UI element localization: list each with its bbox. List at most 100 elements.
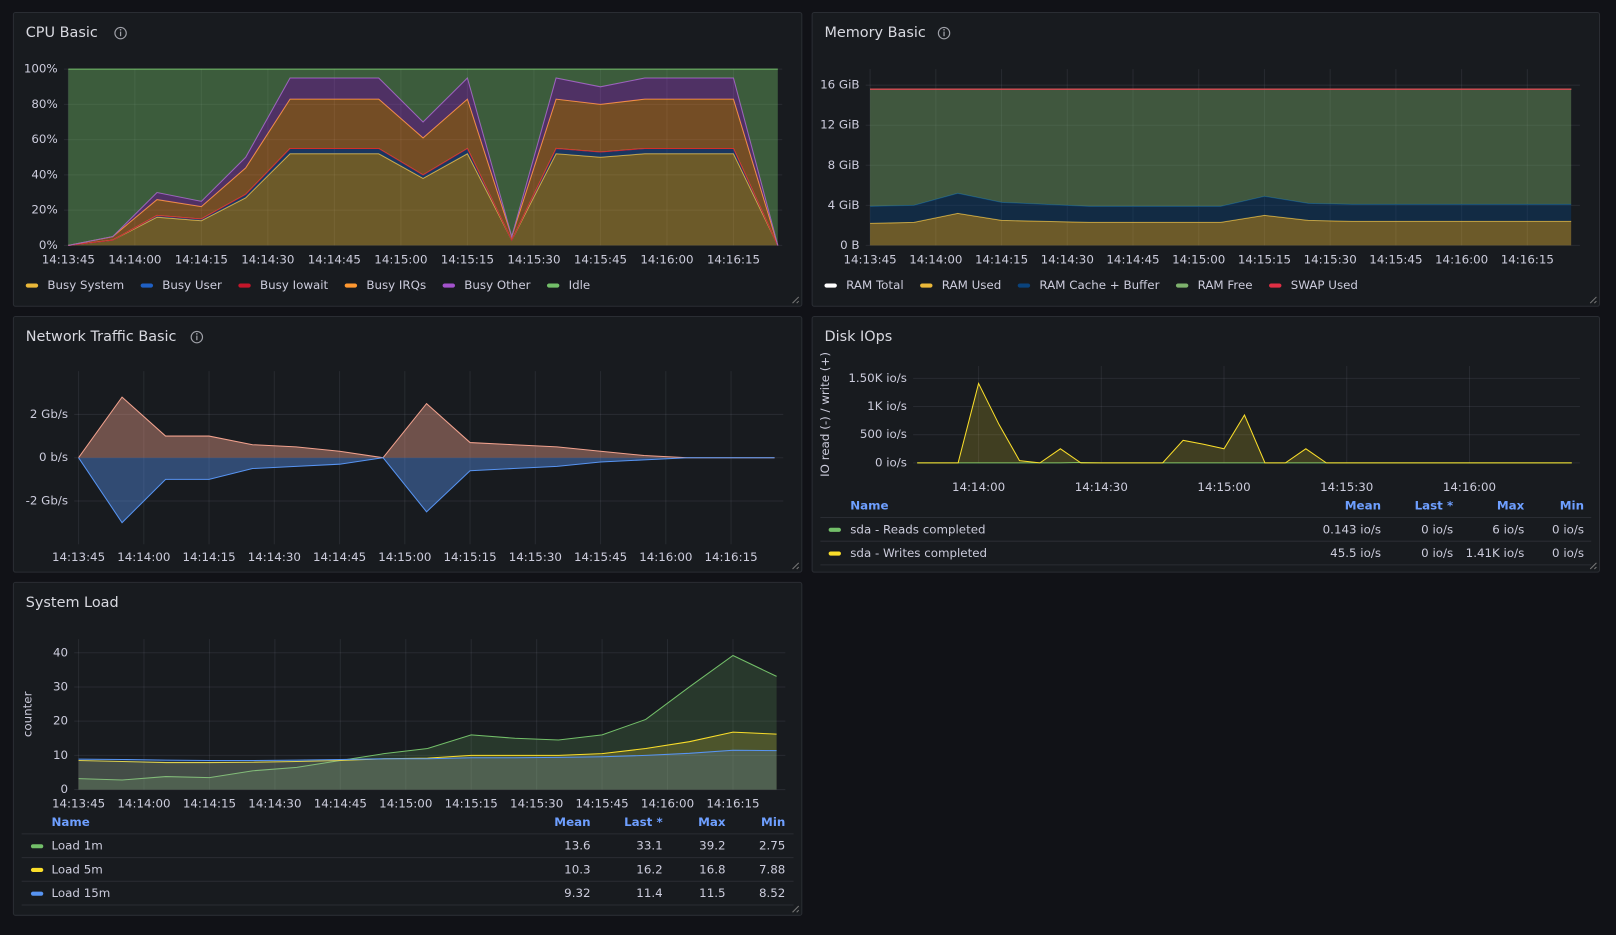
- legend-label[interactable]: RAM Free: [1198, 278, 1253, 292]
- legend-swatch[interactable]: [828, 527, 841, 532]
- legend-swatch[interactable]: [30, 867, 44, 873]
- table-header[interactable]: Max: [1497, 499, 1525, 513]
- area-fill: [68, 99, 778, 246]
- legend-label[interactable]: RAM Total: [846, 278, 904, 292]
- x-tick-label: 14:14:15: [175, 252, 228, 266]
- x-tick-label: 14:14:30: [241, 252, 294, 266]
- table-cell: 16.8: [699, 862, 725, 876]
- table-cell: 1.41K io/s: [1466, 546, 1525, 560]
- y-tick-label: 16 GiB: [820, 78, 859, 92]
- table-header[interactable]: Mean: [554, 815, 590, 829]
- legend-label[interactable]: sda - Reads completed: [850, 522, 985, 536]
- legend-swatch[interactable]: [344, 283, 358, 288]
- info-icon-dot: [196, 333, 198, 335]
- series-line: [917, 381, 1572, 464]
- x-tick-label: 14:15:15: [443, 550, 496, 564]
- legend-swatch[interactable]: [442, 283, 455, 288]
- table-header[interactable]: Min: [1560, 499, 1584, 513]
- table-header[interactable]: Name: [52, 815, 90, 829]
- info-icon[interactable]: [114, 26, 127, 40]
- legend-swatch[interactable]: [25, 283, 39, 288]
- x-tick-label: 14:16:15: [707, 252, 760, 266]
- legend-swatch[interactable]: [824, 283, 837, 288]
- resize-handle[interactable]: [792, 296, 800, 304]
- y-tick-label: 2 Gb/s: [30, 407, 68, 421]
- info-icon-dot: [943, 28, 945, 31]
- x-tick-label: 14:15:30: [509, 550, 562, 564]
- info-icon[interactable]: [937, 26, 951, 40]
- legend-label[interactable]: Busy Other: [464, 278, 530, 292]
- series-line: [78, 731, 777, 764]
- legend-swatch[interactable]: [546, 283, 560, 288]
- table-cell: 10.3: [564, 862, 590, 876]
- table-header[interactable]: Max: [698, 815, 726, 829]
- table-cell: 33.1: [636, 839, 662, 853]
- resize-handle[interactable]: [1589, 562, 1597, 570]
- legend-label[interactable]: Busy IRQs: [366, 278, 426, 292]
- panel-title: System Load: [26, 595, 119, 611]
- legend-label[interactable]: Load 1m: [52, 839, 103, 853]
- legend-label[interactable]: SWAP Used: [1291, 278, 1358, 292]
- legend-label[interactable]: RAM Used: [942, 278, 1001, 292]
- legend-label[interactable]: Load 5m: [52, 862, 103, 876]
- legend-swatch[interactable]: [30, 891, 44, 896]
- area-fill: [78, 655, 777, 790]
- y-tick-label: 1.50K io/s: [848, 371, 907, 385]
- legend-label[interactable]: Busy System: [47, 278, 124, 292]
- x-tick-label: 14:14:00: [952, 480, 1005, 494]
- info-icon[interactable]: [190, 330, 204, 344]
- resize-handle[interactable]: [1589, 296, 1597, 304]
- x-tick-label: 14:14:30: [248, 550, 301, 564]
- x-tick-label: 14:14:00: [909, 252, 962, 266]
- legend-swatch[interactable]: [140, 283, 154, 288]
- x-tick-label: 14:16:00: [641, 796, 694, 810]
- legend-swatch[interactable]: [1017, 283, 1031, 288]
- table-header[interactable]: Min: [761, 815, 785, 829]
- table-cell: 0 io/s: [1421, 546, 1453, 560]
- resize-handle[interactable]: [792, 562, 800, 570]
- series-line: [870, 212, 1572, 224]
- legend-swatch[interactable]: [920, 283, 933, 288]
- y-tick-label: 60%: [31, 132, 57, 146]
- table-header[interactable]: Last *: [624, 815, 663, 829]
- area-fill: [917, 383, 1572, 463]
- legend-label[interactable]: Busy User: [162, 278, 222, 292]
- x-tick-label: 14:14:30: [248, 796, 301, 810]
- table-header[interactable]: Mean: [1345, 499, 1381, 513]
- table-cell: 6 io/s: [1492, 522, 1524, 536]
- legend-swatch[interactable]: [1175, 283, 1189, 288]
- table-cell: 2.75: [759, 839, 785, 853]
- table-cell: 16.2: [636, 862, 662, 876]
- legend-label[interactable]: RAM Cache + Buffer: [1039, 278, 1159, 292]
- legend-swatch[interactable]: [828, 551, 841, 556]
- x-tick-label: 14:15:30: [507, 252, 560, 266]
- legend-swatch[interactable]: [30, 844, 44, 849]
- legend-label[interactable]: sda - Writes completed: [850, 546, 987, 560]
- table-cell: 13.6: [564, 839, 590, 853]
- legend-label[interactable]: Load 15m: [52, 886, 111, 900]
- resize-handle[interactable]: [792, 905, 800, 913]
- legend-label[interactable]: Busy Iowait: [260, 278, 329, 292]
- y-tick-label: 100%: [24, 62, 58, 76]
- y-tick-label: 0 io/s: [875, 455, 907, 469]
- legend-swatch[interactable]: [1269, 283, 1282, 288]
- series-line: [68, 76, 779, 246]
- x-tick-label: 14:14:15: [182, 550, 235, 564]
- legend-label[interactable]: Idle: [569, 278, 591, 292]
- table-cell: 7.88: [759, 862, 785, 876]
- area-fill: [68, 77, 778, 246]
- area-fill: [78, 457, 775, 523]
- y-axis-label: counter: [20, 691, 34, 737]
- area-fill: [870, 89, 1572, 207]
- legend-swatch[interactable]: [238, 283, 251, 288]
- table-cell: 0 io/s: [1552, 546, 1584, 560]
- table-header[interactable]: Name: [850, 499, 888, 513]
- area-fill: [870, 213, 1572, 246]
- area-fill: [78, 397, 775, 458]
- table-header[interactable]: Last *: [1415, 499, 1454, 513]
- x-tick-label: 14:14:15: [183, 796, 236, 810]
- area-fill: [68, 69, 778, 246]
- x-tick-label: 14:13:45: [52, 550, 105, 564]
- y-tick-label: 0 b/s: [39, 450, 68, 464]
